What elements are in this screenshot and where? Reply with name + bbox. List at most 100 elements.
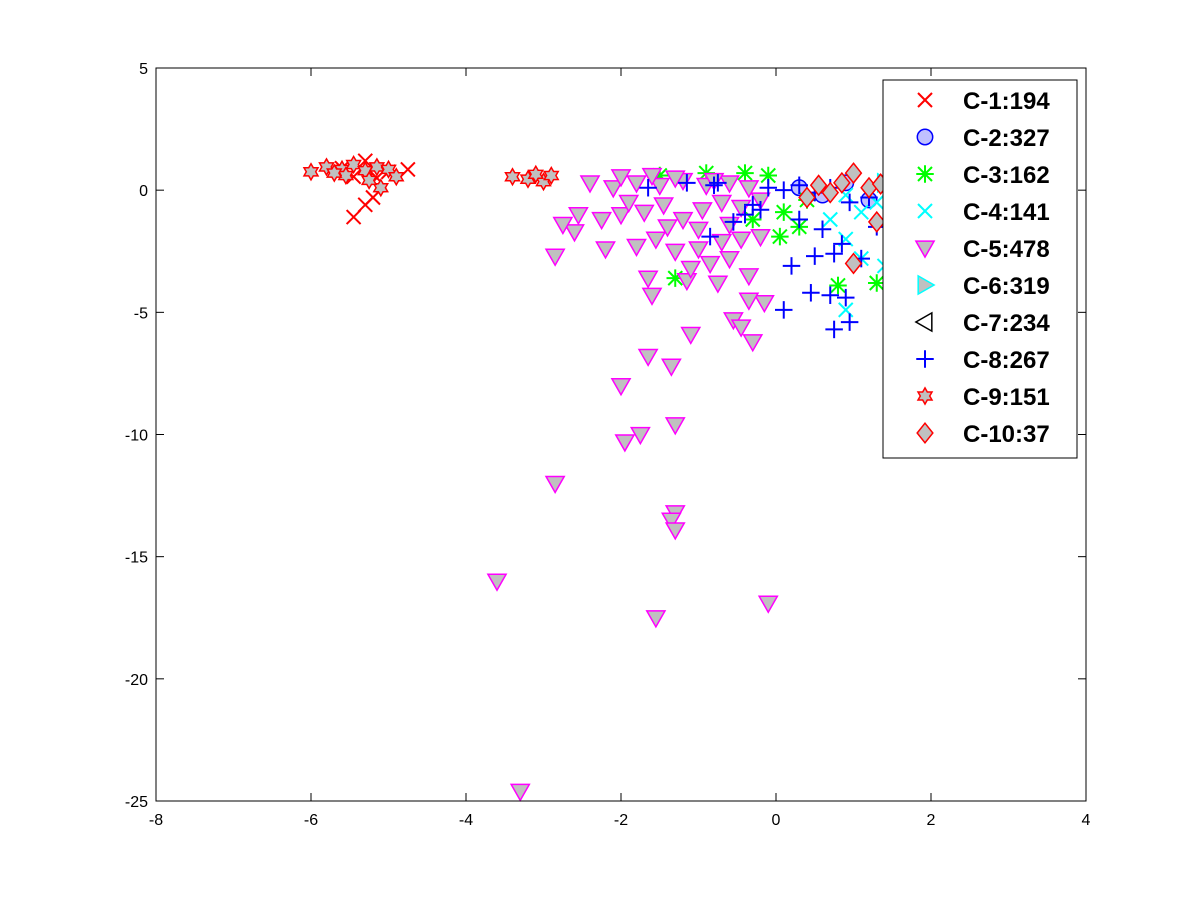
data-point [660,358,682,377]
data-point [738,180,760,199]
legend-marker [916,350,934,368]
data-point [680,326,702,345]
x-tick-label: -6 [304,812,318,829]
points-layer [302,153,911,802]
legend-marker [917,274,936,296]
data-point [610,207,632,226]
legend-item: C-6:319 [917,273,1050,300]
data-point [653,197,675,216]
data-point [711,194,733,213]
data-point [798,186,816,209]
data-point [719,175,740,194]
legend-marker [916,386,934,406]
legend-item: C-1:194 [917,88,1050,115]
data-point [543,166,560,186]
data-point [691,202,713,221]
data-point [660,512,682,531]
data-point [867,210,886,233]
legend-item: C-2:327 [916,125,1050,152]
data-point [730,231,752,250]
data-point [610,169,632,188]
data-point [813,220,832,239]
data-point [602,180,624,199]
data-point [614,434,636,453]
legend-item: C-7:234 [914,310,1050,337]
legend-label: C-3:162 [963,162,1050,189]
legend-label: C-1:194 [963,88,1050,115]
data-point [637,348,659,367]
data-point [579,175,601,194]
data-point [840,193,859,212]
data-point [844,162,863,185]
data-point [649,177,671,196]
data-point [853,204,869,220]
x-tick-label: 4 [1082,812,1091,829]
data-point [357,153,373,169]
data-point [757,595,779,614]
series-5 [486,167,779,802]
data-point [595,241,616,260]
data-point [629,426,651,446]
data-point [368,157,386,177]
data-point [719,216,740,235]
data-point [567,207,589,226]
data-point [833,235,851,253]
data-point [821,286,839,304]
legend-label: C-10:37 [963,421,1050,448]
data-point [738,268,760,287]
legend-label: C-4:141 [963,199,1050,226]
data-point [645,610,667,629]
legend-marker [917,92,933,108]
data-point [790,176,808,195]
data-point [618,194,640,213]
data-point [775,301,793,319]
data-point [833,171,851,194]
legend-item: C-3:162 [916,162,1050,189]
legend-item: C-10:37 [916,421,1050,448]
legend-item: C-4:141 [917,199,1050,226]
legend-label: C-8:267 [963,347,1050,374]
x-tick-label: 0 [772,812,781,829]
legend-label: C-9:151 [963,384,1050,411]
data-point [829,276,847,295]
legend-marker [916,128,934,146]
data-point [676,272,698,292]
data-point [664,417,686,436]
data-point [664,243,686,262]
data-point [326,163,343,183]
data-point [825,244,843,263]
data-point [688,241,709,260]
data-point [711,233,733,253]
data-point [626,175,647,194]
legend-item: C-5:478 [914,236,1050,263]
data-point [738,292,760,311]
legend-item: C-9:151 [916,384,1050,411]
data-point [707,275,729,294]
legend-marker [917,203,933,219]
data-point [504,167,521,187]
y-tick-label: -5 [134,305,148,322]
data-point [688,221,709,240]
y-tick-label: -20 [125,672,148,689]
data-point [724,213,743,231]
data-point [719,251,740,270]
data-point [775,203,793,221]
data-point [509,783,531,802]
data-point [809,174,828,197]
data-point [759,178,777,197]
data-point [742,334,764,353]
y-tick-label: 0 [139,183,148,200]
legend-label: C-2:327 [963,125,1050,152]
x-tick-label: 2 [927,812,936,829]
y-tick-label: 5 [139,61,148,78]
data-point [544,475,566,494]
axes-layer: -8 -6 -4 -2 0 2 450-5-10-15-20-25 [125,61,1091,829]
data-point [641,287,663,306]
data-point [802,284,820,302]
data-point [730,319,752,338]
data-point [564,224,585,243]
data-point [360,170,378,190]
data-point [633,204,655,223]
data-point [736,164,754,182]
x-tick-label: -8 [149,812,163,829]
